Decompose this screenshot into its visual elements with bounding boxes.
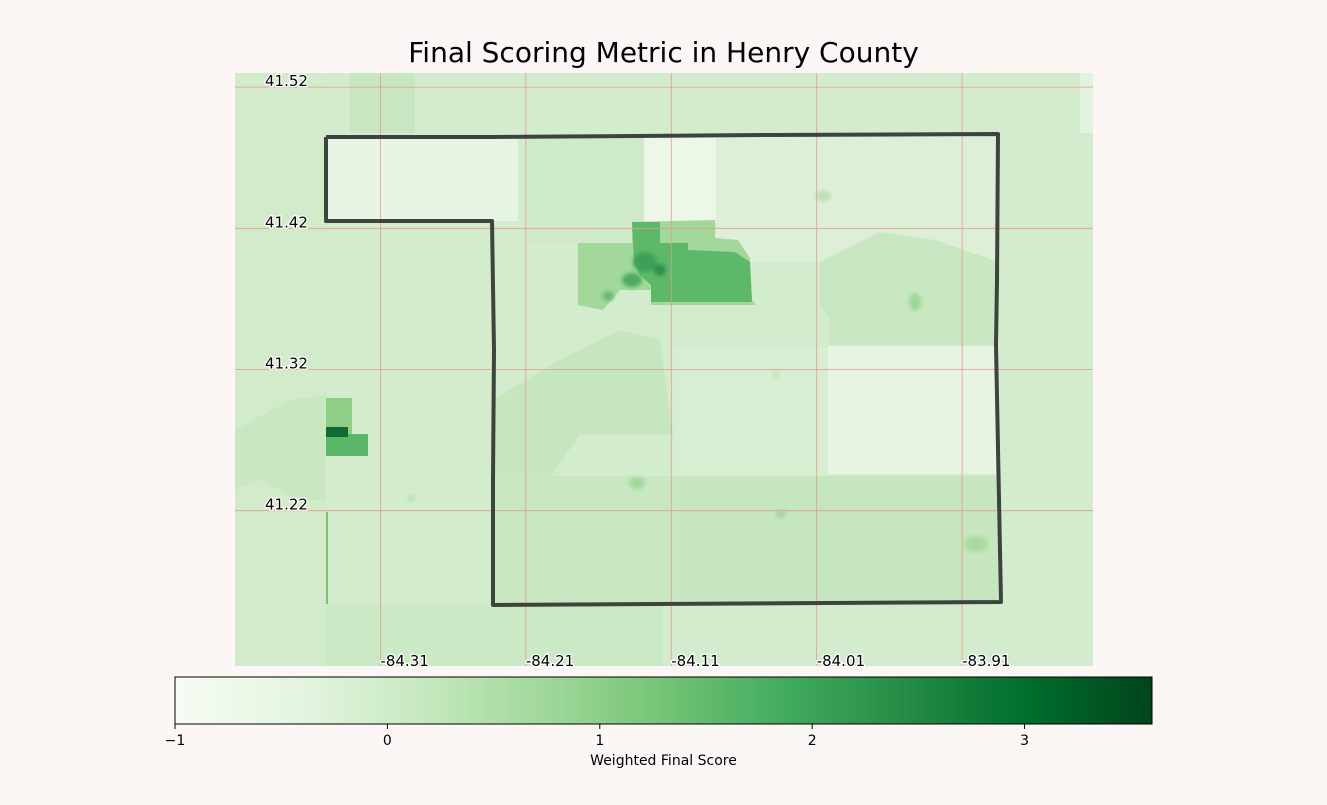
colorbar-tick-label: 0 — [383, 733, 392, 749]
raster-spots — [407, 191, 988, 552]
raster-zone-east-light — [828, 346, 996, 474]
county-boundary — [324, 132, 1003, 607]
raster-west-zone — [235, 395, 326, 500]
raster-zone-north-light — [644, 137, 716, 222]
raster-zone-center-light — [673, 348, 828, 476]
raster-west-town-hot — [326, 427, 348, 437]
raster-zone-east-mid — [820, 232, 998, 345]
raster-zone-northeast — [716, 137, 998, 262]
raster-town-hotspots — [602, 252, 666, 301]
raster-west-town-core — [326, 434, 368, 456]
raster-zone-nw-light — [326, 137, 518, 221]
raster-town-core — [632, 222, 752, 302]
lon-tick-label: -83.91 — [962, 652, 1010, 670]
raster-zone-southeast — [680, 476, 998, 604]
lat-tick-label: 41.22 — [265, 496, 308, 514]
map-title: Final Scoring Metric in Henry County — [408, 36, 919, 69]
gridlines — [235, 73, 1093, 666]
lon-tick-label: -84.01 — [817, 652, 865, 670]
lon-tick-label: -84.21 — [526, 652, 574, 670]
longitude-tick-labels: -84.31 -84.21 -84.11 -84.01 -83.91 — [379, 651, 1012, 672]
colorbar: −1 0 1 2 3 Weighted Final Score — [165, 676, 1153, 769]
colorbar-ticks: −1 0 1 2 3 — [165, 724, 1029, 749]
colorbar-gradient — [174, 676, 1153, 725]
raster-south-band — [326, 605, 663, 666]
raster-northeast-patch — [1080, 73, 1093, 133]
lon-tick-label: -84.31 — [380, 652, 428, 670]
raster-northwest-patch — [350, 73, 415, 133]
lat-tick-label: 41.32 — [265, 355, 308, 373]
lat-tick-label: 41.52 — [265, 72, 308, 90]
lon-tick-label: -84.11 — [671, 652, 719, 670]
raster-west-line — [326, 512, 328, 604]
colorbar-label: Weighted Final Score — [590, 753, 737, 769]
lat-tick-label: 41.42 — [265, 213, 308, 231]
colorbar-tick-label: 3 — [1020, 733, 1029, 749]
colorbar-tick-label: −1 — [165, 733, 186, 749]
colorbar-tick-label: 1 — [595, 733, 604, 749]
raster-zone-central — [492, 330, 673, 480]
colorbar-tick-label: 2 — [808, 733, 817, 749]
latitude-tick-labels: 41.52 41.42 41.32 41.22 — [264, 71, 309, 515]
raster-zone-north-mid — [528, 137, 644, 242]
